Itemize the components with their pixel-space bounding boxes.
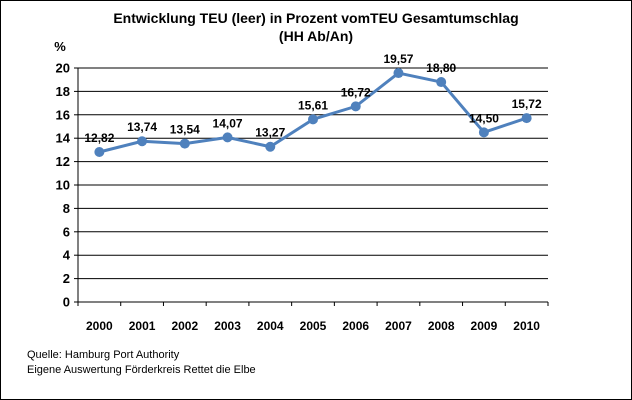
x-tick-label: 2010: [513, 319, 540, 333]
y-tick-label: 6: [63, 224, 70, 239]
x-tick-label: 2002: [171, 319, 198, 333]
data-label: 16,72: [341, 85, 371, 99]
chart-subtitle: (HH Ab/An): [278, 28, 354, 44]
chart-title: Entwicklung TEU (leer) in Prozent vomTEU…: [113, 10, 519, 26]
data-point: [179, 138, 190, 149]
data-point: [222, 132, 233, 143]
x-tick-label: 2005: [300, 319, 327, 333]
data-label: 18,80: [426, 61, 456, 75]
y-tick-label: 12: [56, 154, 70, 169]
axes: [74, 67, 549, 306]
data-point: [393, 68, 404, 79]
data-label: 14,50: [469, 111, 499, 125]
data-label: 12,82: [84, 131, 114, 145]
data-label: 14,07: [213, 116, 243, 130]
x-tick-label: 2003: [214, 319, 241, 333]
y-tick-label: 20: [56, 61, 70, 76]
x-tick-label: 2000: [86, 319, 113, 333]
data-point: [308, 114, 318, 125]
y-tick-label: 10: [56, 178, 70, 193]
source-note: Quelle: Hamburg Port Authority: [27, 349, 180, 361]
y-tick-labels: 0 2 4 6 8 10 12 14 16 18 20: [56, 61, 71, 310]
x-tick-label: 2001: [129, 319, 156, 333]
data-labels: 12,82 13,74 13,54 14,07 13,27 15,61 16,72 19,57…: [84, 52, 542, 145]
x-tick-label: 2007: [385, 319, 412, 333]
data-point: [94, 147, 105, 158]
data-point: [265, 141, 276, 152]
data-label: 13,74: [127, 120, 157, 134]
gridlines: [78, 67, 548, 280]
y-tick-label: 18: [56, 84, 70, 99]
y-axis-unit-label: %: [54, 39, 66, 54]
x-tick-labels: 2000 2001 2002 2003 2004 2005 2006 2007 2008 2009…: [86, 319, 540, 333]
x-tick-label: 2009: [471, 319, 498, 333]
y-tick-label: 14: [56, 131, 71, 146]
evaluation-note: Eigene Auswertung Förderkreis Rettet die…: [27, 364, 256, 376]
data-point: [478, 127, 489, 138]
data-label: 15,61: [298, 98, 328, 112]
data-label: 13,27: [255, 126, 285, 140]
y-tick-label: 0: [63, 295, 70, 310]
series: [94, 68, 532, 158]
data-point: [350, 101, 361, 112]
y-tick-label: 8: [63, 201, 70, 216]
data-label: 15,72: [512, 97, 542, 111]
data-point: [137, 136, 148, 147]
y-tick-label: 2: [63, 271, 70, 286]
x-tick-label: 2004: [257, 319, 284, 333]
y-tick-label: 16: [56, 107, 70, 122]
y-tick-label: 4: [63, 248, 71, 263]
data-label: 13,54: [170, 123, 200, 137]
data-point: [521, 113, 532, 124]
series-line: [98, 71, 528, 154]
data-label: 19,57: [383, 52, 413, 66]
data-point: [436, 77, 447, 88]
x-tick-label: 2006: [342, 319, 369, 333]
x-tick-label: 2008: [428, 319, 455, 333]
